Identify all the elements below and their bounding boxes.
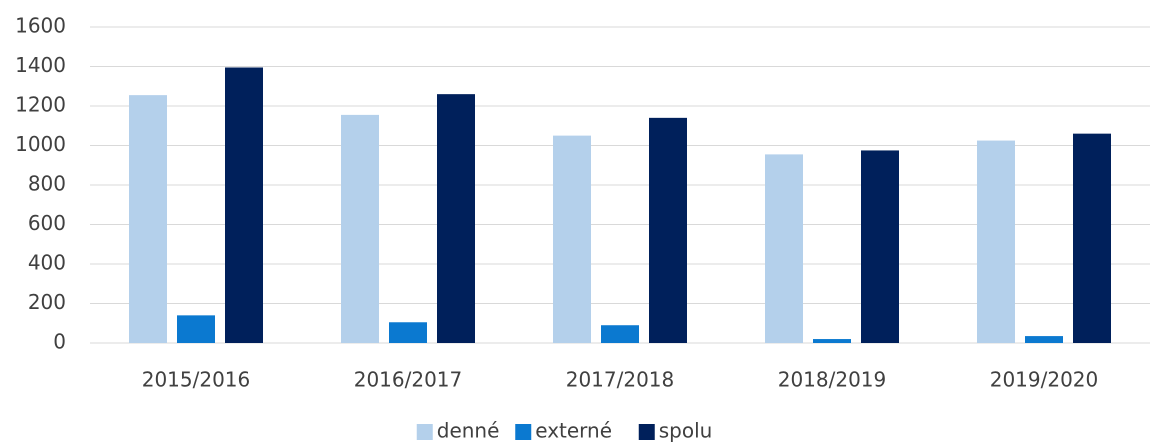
- x-tick-label: 2018/2019: [778, 368, 887, 392]
- x-tick-label: 2019/2020: [990, 368, 1099, 392]
- legend-swatch: [638, 424, 655, 440]
- bar: [813, 339, 851, 343]
- bar: [649, 117, 687, 343]
- y-tick-label: 800: [28, 172, 66, 196]
- y-tick-label: 600: [28, 211, 66, 235]
- x-tick-label: 2015/2016: [142, 368, 251, 392]
- y-tick-label: 200: [28, 290, 66, 314]
- legend-label: denné: [437, 419, 500, 442]
- bar: [389, 322, 427, 343]
- bar: [553, 135, 591, 343]
- bar: [601, 325, 639, 343]
- legend-label: externé: [535, 419, 612, 442]
- bar: [977, 140, 1015, 343]
- bar: [437, 94, 475, 344]
- bar: [341, 114, 379, 343]
- bar: [1073, 133, 1111, 343]
- bar: [177, 315, 215, 343]
- bar: [861, 150, 899, 343]
- x-tick-label: 2017/2018: [566, 368, 675, 392]
- bar: [1025, 336, 1063, 343]
- bar: [765, 154, 803, 343]
- y-tick-label: 1400: [15, 53, 66, 77]
- y-tick-label: 1600: [15, 14, 66, 38]
- bar: [225, 67, 263, 344]
- y-tick-label: 400: [28, 251, 66, 275]
- legend-label: spolu: [659, 419, 713, 442]
- x-tick-label: 2016/2017: [354, 368, 463, 392]
- y-tick-label: 1200: [15, 93, 66, 117]
- y-tick-label: 1000: [15, 132, 66, 156]
- legend-swatch: [515, 424, 532, 440]
- bar: [129, 95, 167, 343]
- legend-swatch: [416, 424, 433, 440]
- y-tick-label: 0: [53, 330, 66, 354]
